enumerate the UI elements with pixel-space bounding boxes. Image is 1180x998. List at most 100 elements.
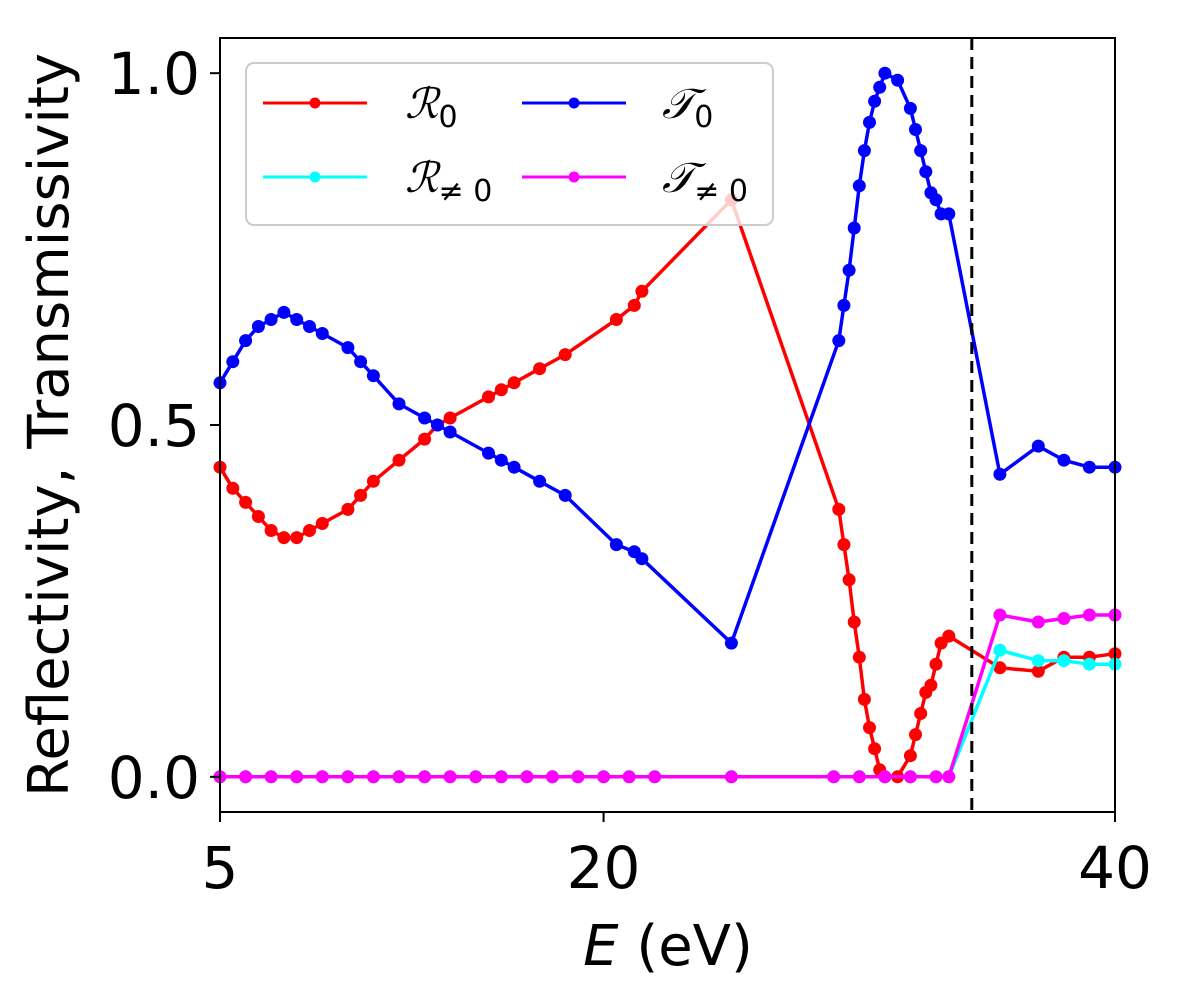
data-point-R0 [533,362,547,376]
data-point-R0 [929,657,943,671]
data-point-Tneq0 [724,770,738,784]
data-point-R0 [366,474,380,488]
data-point-Tneq0 [418,770,432,784]
data-point-T0 [303,320,316,333]
data-point-R0 [341,502,355,516]
data-point-T0 [724,636,738,650]
legend-entry-rneq0: ℛ≠ 0 [263,153,492,209]
data-point-T0 [507,460,521,474]
data-point-T0 [558,488,572,502]
data-point-Tneq0 [315,770,329,784]
y-tick-label: 0.0 [108,744,200,812]
data-point-Tneq0 [545,770,559,784]
legend: ℛ0 ℛ≠ 0 𝒯0 𝒯≠ 0 [245,62,774,226]
data-point-T0 [443,425,457,439]
data-point-Tneq0 [392,770,406,784]
data-point-Tneq0 [852,770,866,784]
data-point-R0 [354,488,368,502]
data-point-R0 [868,742,882,756]
ticks-layer: 5 20 40 0.0 0.5 1.0 [108,40,1152,902]
data-point-T0 [635,552,649,566]
data-point-R0 [635,284,649,298]
data-point-R0 [609,313,623,326]
data-point-Tneq0 [827,770,841,784]
data-point-Rneq0 [993,643,1007,657]
data-point-Tneq0 [597,770,611,784]
legend-entry-r0: ℛ0 [263,79,458,135]
data-point-T0 [852,179,866,193]
data-point-R0 [507,376,521,390]
data-point-R0 [418,432,432,446]
data-point-T0 [832,334,846,348]
data-point-T0 [366,369,380,383]
legend-marker-r0 [309,97,321,109]
data-point-Tneq0 [993,608,1007,622]
data-point-R0 [993,661,1007,675]
data-point-T0 [315,327,329,340]
legend-marker-tneq0 [568,171,580,183]
data-point-R0 [852,650,866,664]
data-point-Tneq0 [520,770,534,784]
data-point-R0 [837,538,851,552]
x-tick-label: 20 [567,834,641,902]
data-point-T0 [942,207,956,221]
data-point-T0 [993,467,1007,481]
data-point-T0 [277,305,291,319]
data-point-R0 [857,692,871,706]
data-point-R0 [443,411,457,425]
data-point-Rneq0 [1057,654,1071,668]
data-point-Rneq0 [1031,654,1045,668]
data-point-Tneq0 [622,770,636,784]
data-point-T0 [1031,439,1045,453]
y-tick-label: 1.0 [108,40,200,108]
legend-label-r0: ℛ0 [405,79,458,135]
data-point-R0 [832,502,846,516]
data-point-R0 [863,721,876,735]
data-point-T0 [609,538,623,552]
data-point-Tneq0 [571,770,585,784]
data-point-R0 [482,390,495,404]
data-point-Tneq0 [942,770,956,784]
data-point-R0 [264,524,278,537]
x-axis-label: E (eV) [583,914,753,979]
data-point-T0 [290,313,304,326]
x-axis-variable: E [583,914,619,979]
data-point-T0 [341,341,355,355]
data-point-T0 [878,66,892,80]
data-point-R0 [842,573,856,587]
legend-marker-t0 [568,97,580,109]
data-point-Tneq0 [366,770,380,784]
data-point-T0 [847,221,861,235]
data-point-Tneq0 [469,770,483,784]
legend-box [245,62,774,226]
data-point-Tneq0 [264,770,278,784]
data-point-Tneq0 [903,770,917,784]
data-point-R0 [914,707,928,720]
data-point-Tneq0 [1057,612,1071,625]
legend-marker-rneq0 [309,171,321,183]
x-tick-label: 40 [1078,834,1152,902]
data-point-T0 [868,94,882,108]
data-point-Tneq0 [290,770,304,784]
data-point-T0 [873,80,887,94]
data-point-R0 [942,629,956,643]
data-point-R0 [494,383,508,397]
y-tick-label: 0.5 [108,392,200,460]
data-point-Tneq0 [929,770,943,784]
data-point-R0 [392,453,406,467]
data-point-Tneq0 [648,770,662,784]
data-point-T0 [903,101,917,115]
data-point-T0 [842,263,856,277]
data-point-T0 [264,313,278,326]
data-point-Tneq0 [494,770,508,784]
data-point-R0 [847,615,861,629]
data-point-R0 [239,495,253,509]
data-point-T0 [1057,453,1071,467]
data-point-Tneq0 [878,770,892,784]
data-point-T0 [251,320,265,333]
data-point-T0 [863,115,876,129]
data-point-T0 [418,411,432,425]
data-point-T0 [239,334,253,348]
data-point-T0 [533,474,547,488]
